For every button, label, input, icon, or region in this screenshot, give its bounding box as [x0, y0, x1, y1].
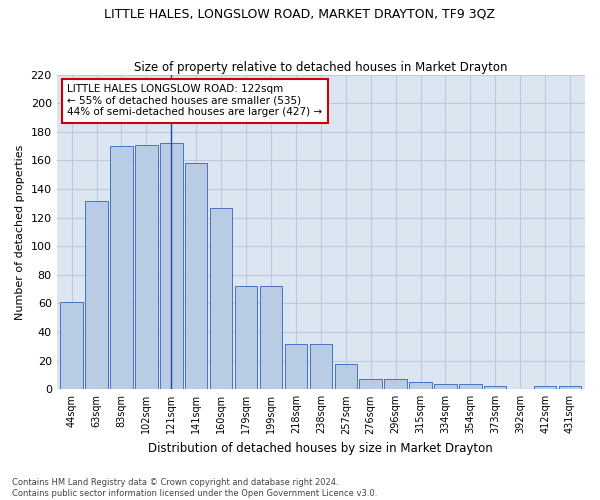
Bar [210, 208, 232, 390]
Bar [385, 380, 407, 390]
Bar [260, 286, 282, 390]
Bar [160, 144, 182, 390]
Bar [235, 286, 257, 390]
Bar [85, 200, 108, 390]
Bar [359, 380, 382, 390]
Bar [61, 302, 83, 390]
Text: LITTLE HALES, LONGSLOW ROAD, MARKET DRAYTON, TF9 3QZ: LITTLE HALES, LONGSLOW ROAD, MARKET DRAY… [104, 8, 496, 20]
Bar [135, 144, 158, 390]
Bar [559, 386, 581, 390]
Bar [534, 386, 556, 390]
Bar [409, 382, 432, 390]
X-axis label: Distribution of detached houses by size in Market Drayton: Distribution of detached houses by size … [148, 442, 493, 455]
Y-axis label: Number of detached properties: Number of detached properties [15, 144, 25, 320]
Bar [284, 344, 307, 390]
Text: LITTLE HALES LONGSLOW ROAD: 122sqm
← 55% of detached houses are smaller (535)
44: LITTLE HALES LONGSLOW ROAD: 122sqm ← 55%… [67, 84, 322, 117]
Bar [310, 344, 332, 390]
Bar [335, 364, 357, 390]
Bar [459, 384, 482, 390]
Bar [185, 164, 208, 390]
Bar [110, 146, 133, 390]
Bar [434, 384, 457, 390]
Bar [484, 386, 506, 390]
Text: Contains HM Land Registry data © Crown copyright and database right 2024.
Contai: Contains HM Land Registry data © Crown c… [12, 478, 377, 498]
Title: Size of property relative to detached houses in Market Drayton: Size of property relative to detached ho… [134, 60, 508, 74]
